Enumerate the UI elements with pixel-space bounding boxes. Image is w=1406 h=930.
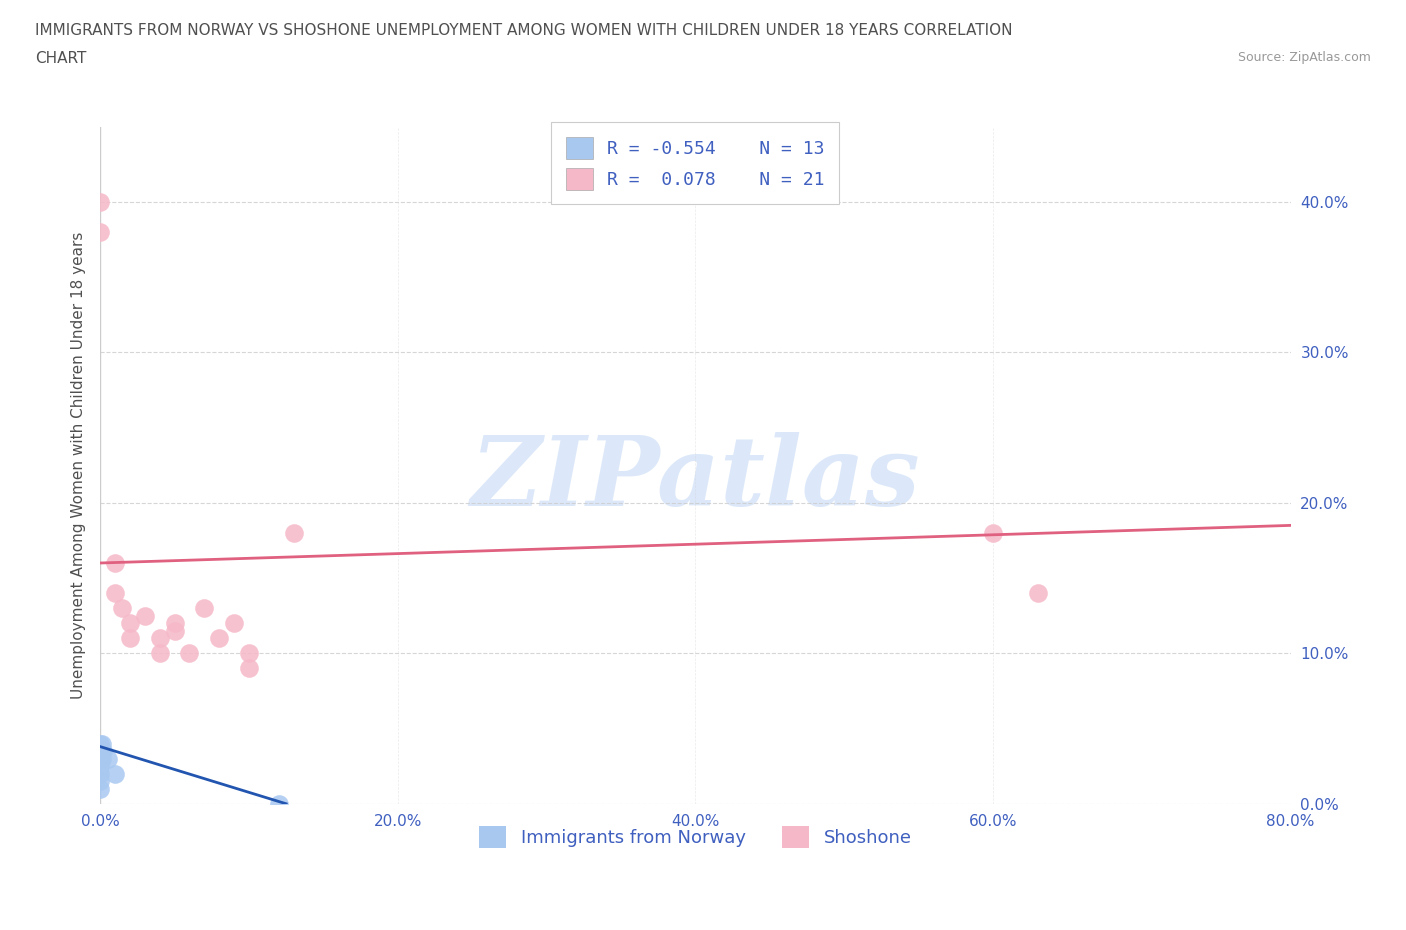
Point xyxy=(179,645,201,660)
Y-axis label: Unemployment Among Women with Children Under 18 years: Unemployment Among Women with Children U… xyxy=(72,232,86,698)
Point xyxy=(89,766,111,781)
Point xyxy=(163,623,186,638)
Point xyxy=(193,601,215,616)
Point xyxy=(111,601,134,616)
Text: CHART: CHART xyxy=(35,51,87,66)
Point xyxy=(238,661,260,676)
Point xyxy=(118,631,141,645)
Point xyxy=(104,586,127,601)
Legend: Immigrants from Norway, Shoshone: Immigrants from Norway, Shoshone xyxy=(472,819,918,856)
Point xyxy=(238,645,260,660)
Text: ZIPatlas: ZIPatlas xyxy=(471,432,920,525)
Point xyxy=(208,631,231,645)
Point xyxy=(89,737,111,751)
Text: Source: ZipAtlas.com: Source: ZipAtlas.com xyxy=(1237,51,1371,64)
Point xyxy=(97,751,120,766)
Point xyxy=(91,744,114,759)
Point xyxy=(89,194,111,209)
Point xyxy=(89,224,111,239)
Point xyxy=(134,608,156,623)
Point xyxy=(267,796,290,811)
Point xyxy=(222,616,245,631)
Point xyxy=(283,525,305,540)
Point xyxy=(89,759,111,774)
Point xyxy=(90,751,112,766)
Point xyxy=(104,555,127,570)
Point xyxy=(89,781,111,796)
Point xyxy=(1026,586,1049,601)
Point xyxy=(981,525,1004,540)
Point xyxy=(89,751,111,766)
Point xyxy=(89,774,111,789)
Point xyxy=(163,616,186,631)
Text: IMMIGRANTS FROM NORWAY VS SHOSHONE UNEMPLOYMENT AMONG WOMEN WITH CHILDREN UNDER : IMMIGRANTS FROM NORWAY VS SHOSHONE UNEMP… xyxy=(35,23,1012,38)
Point xyxy=(118,616,141,631)
Point xyxy=(104,766,127,781)
Point xyxy=(89,744,111,759)
Point xyxy=(149,645,172,660)
Point xyxy=(149,631,172,645)
Point xyxy=(90,737,112,751)
